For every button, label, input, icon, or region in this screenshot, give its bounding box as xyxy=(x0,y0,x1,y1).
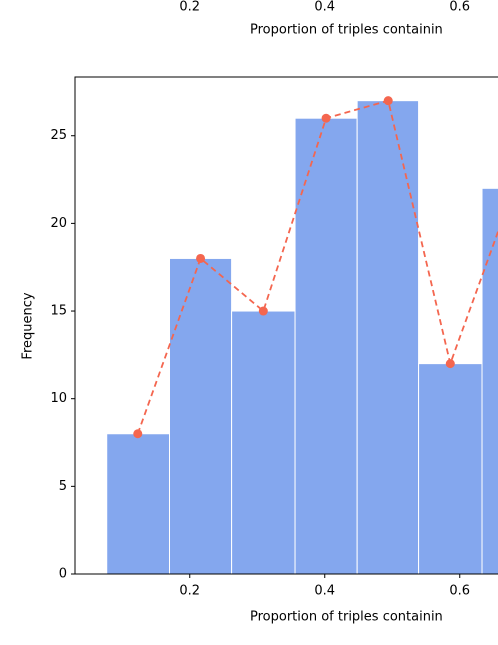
line-point xyxy=(258,306,268,316)
x-axis-label: Proportion of triples containin xyxy=(250,23,443,38)
x-axis-label: Proportion of triples containin xyxy=(250,610,443,625)
x-tick-label: 0.2 xyxy=(179,0,200,15)
axes-frame xyxy=(74,76,498,575)
bar xyxy=(169,257,233,575)
line-point xyxy=(196,253,206,263)
x-tick-label: 0.6 xyxy=(449,0,470,15)
x-tick-label: 0.4 xyxy=(314,0,335,15)
x-tick-label: 0.4 xyxy=(314,584,335,599)
bar xyxy=(106,433,170,575)
y-tick-label: 0 xyxy=(59,567,67,582)
y-axis-label: Frequency xyxy=(21,292,36,359)
line-point xyxy=(133,429,143,439)
bar xyxy=(481,187,498,575)
line-point xyxy=(321,113,331,123)
x-tick-label: 0.6 xyxy=(449,584,470,599)
y-tick-label: 25 xyxy=(50,128,67,143)
y-tick-label: 20 xyxy=(50,216,67,231)
x-tick-label: 0.2 xyxy=(179,584,200,599)
y-tick-label: 5 xyxy=(59,479,67,494)
bar xyxy=(294,117,358,575)
bar xyxy=(356,100,420,575)
line-point xyxy=(445,359,455,369)
y-tick-label: 10 xyxy=(50,391,67,406)
bar xyxy=(231,310,296,575)
line-point xyxy=(383,96,393,106)
y-tick-label: 15 xyxy=(50,304,67,319)
bar xyxy=(418,363,483,575)
